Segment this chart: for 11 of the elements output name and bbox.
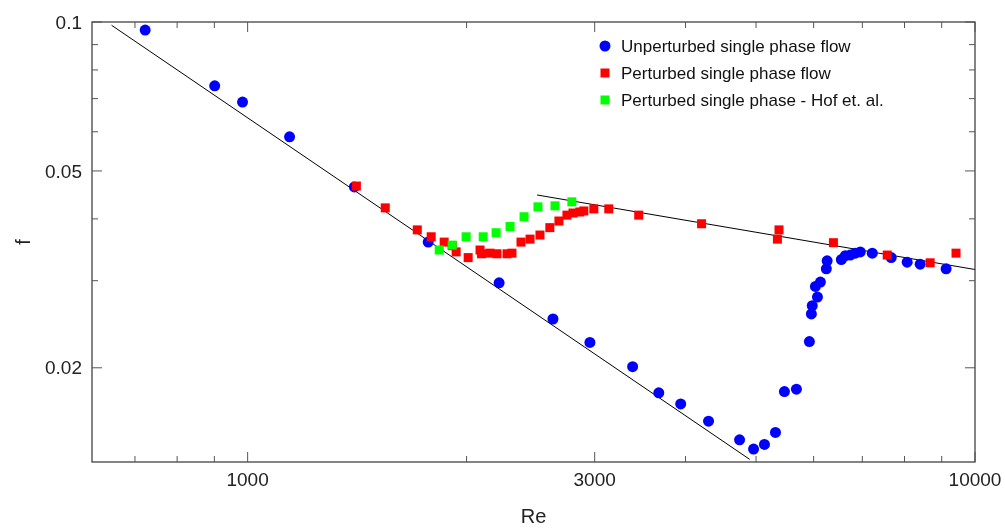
y-tick-label: 0.05	[45, 160, 82, 182]
legend-label: Perturbed single phase - Hof et. al.	[621, 90, 884, 110]
x-axis-title: Re	[520, 505, 547, 527]
x-tick-label: 1000	[226, 469, 269, 490]
y-axis-title: f	[12, 238, 34, 245]
x-tick-label: 3000	[573, 469, 616, 490]
y-tick-label: 0.1	[55, 11, 82, 33]
legend-label: Unperturbed single phase flow	[621, 36, 852, 56]
x-tick-label: 10000	[948, 469, 1002, 490]
legend-label: Perturbed single phase flow	[621, 63, 832, 83]
y-tick-label: 0.02	[45, 357, 82, 379]
